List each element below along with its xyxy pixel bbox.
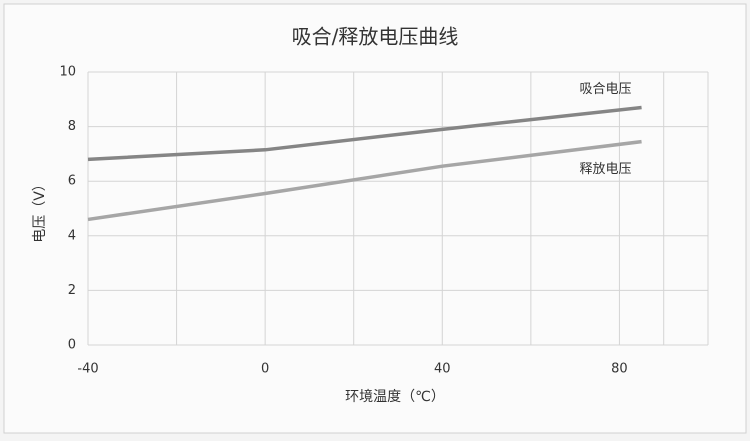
x-tick-label: 40 [434,362,451,377]
y-axis-label: 电压（V） [32,177,48,243]
chart-background [3,3,747,434]
x-axis-label: 环境温度（℃） [345,389,445,405]
chart-title: 吸合/释放电压曲线 [292,25,459,49]
y-tick-label: 8 [68,119,76,134]
y-tick-label: 2 [68,283,76,298]
x-tick-label: 80 [611,362,628,377]
y-tick-label: 0 [68,338,76,353]
series-line [87,105,642,162]
x-tick-label: -40 [77,362,98,377]
series-line [87,139,642,222]
y-tick-label: 4 [68,228,76,243]
y-tick-label: 6 [68,174,76,189]
y-tick-label: 10 [59,65,76,80]
x-tick-label: 0 [261,362,269,377]
series-label: 吸合电压 [580,82,632,97]
series-label: 释放电压 [580,162,632,177]
